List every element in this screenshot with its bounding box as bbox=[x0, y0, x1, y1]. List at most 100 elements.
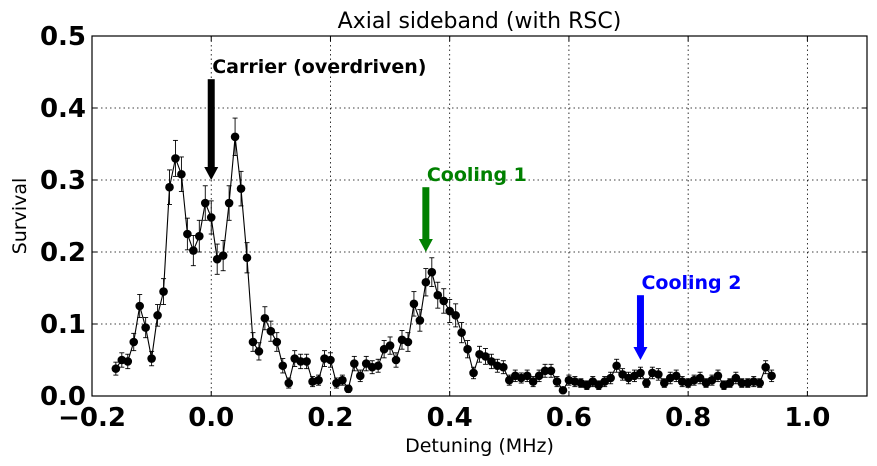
y-tick-label: 0.5 bbox=[40, 22, 86, 52]
annotation-arrow-shaft bbox=[422, 187, 430, 239]
data-point bbox=[737, 378, 747, 388]
data-point bbox=[427, 267, 437, 277]
data-point bbox=[147, 354, 156, 363]
data-point bbox=[278, 361, 288, 371]
data-point bbox=[326, 355, 335, 365]
data-point bbox=[254, 347, 264, 356]
data-point bbox=[165, 182, 174, 192]
data-point bbox=[218, 251, 228, 260]
x-tick-label: −0.2 bbox=[58, 403, 126, 433]
data-point bbox=[141, 323, 150, 332]
data-point bbox=[296, 357, 305, 366]
data-point bbox=[177, 169, 186, 179]
data-point bbox=[260, 313, 270, 323]
annotation-label: Carrier (overdriven) bbox=[212, 56, 426, 78]
data-point bbox=[636, 368, 645, 378]
data-point bbox=[344, 384, 353, 394]
data-point bbox=[761, 362, 770, 372]
data-point bbox=[248, 337, 258, 347]
data-point bbox=[123, 357, 133, 366]
data-point bbox=[206, 213, 216, 222]
x-tick-label: 0.4 bbox=[427, 403, 473, 433]
data-point bbox=[606, 373, 615, 383]
data-point bbox=[433, 290, 443, 300]
data-point bbox=[725, 378, 735, 388]
tick-layer: −0.2 0.0 0.2 0.4 0.6 0.8 1.00.00.10.20.30.40.5 bbox=[40, 22, 867, 433]
data-point bbox=[236, 184, 246, 193]
annotation-arrowhead bbox=[418, 239, 433, 252]
data-point bbox=[111, 364, 121, 373]
data-point bbox=[534, 371, 544, 381]
data-point bbox=[767, 371, 776, 381]
annotation-arrowhead bbox=[204, 167, 219, 180]
data-point bbox=[403, 337, 413, 347]
data-point bbox=[499, 362, 508, 372]
x-tick-label: 0.0 bbox=[188, 403, 234, 433]
data-point bbox=[528, 377, 538, 386]
data-point bbox=[505, 375, 514, 385]
data-point bbox=[660, 378, 669, 388]
data-point bbox=[457, 328, 466, 337]
data-point bbox=[713, 371, 723, 381]
data-point bbox=[200, 198, 210, 208]
data-point bbox=[451, 311, 460, 320]
y-axis-label: Survival bbox=[9, 178, 31, 255]
data-point bbox=[391, 355, 401, 365]
data-point bbox=[153, 311, 162, 320]
annotation-arrow-shaft bbox=[636, 295, 644, 347]
data-point bbox=[171, 154, 180, 163]
data-point bbox=[445, 306, 454, 316]
data-point bbox=[552, 377, 562, 386]
data-point bbox=[338, 375, 347, 385]
x-axis-label: Detuning (MHz) bbox=[405, 435, 554, 457]
data-point bbox=[302, 357, 311, 366]
data-point bbox=[129, 337, 139, 347]
data-point bbox=[242, 253, 252, 263]
y-tick-label: 0.1 bbox=[40, 310, 86, 340]
data-point bbox=[612, 361, 621, 371]
data-point bbox=[755, 378, 764, 388]
annotation-label: Cooling 2 bbox=[641, 272, 741, 294]
chart-title: Axial sideband (with RSC) bbox=[338, 9, 622, 34]
data-point bbox=[224, 198, 234, 208]
data-point bbox=[522, 371, 532, 381]
data-point bbox=[159, 287, 168, 296]
data-point bbox=[195, 231, 204, 241]
data-point bbox=[355, 371, 365, 381]
x-tick-label: 0.8 bbox=[665, 403, 711, 433]
data-point bbox=[314, 375, 323, 385]
data-point bbox=[266, 326, 276, 336]
data-layer bbox=[111, 117, 776, 395]
annotation-label: Cooling 1 bbox=[427, 164, 527, 186]
data-point bbox=[481, 352, 490, 361]
data-point bbox=[189, 246, 198, 255]
x-tick-label: 1.0 bbox=[784, 403, 830, 433]
data-point bbox=[272, 337, 282, 347]
data-point bbox=[409, 299, 419, 309]
annotation-layer: Carrier (overdriven) Cooling 1 Cooling 2 bbox=[204, 56, 742, 360]
y-tick-label: 0.2 bbox=[40, 238, 86, 268]
data-point bbox=[540, 366, 550, 376]
data-point bbox=[439, 296, 449, 306]
annotation-arrow-shaft bbox=[207, 79, 215, 167]
data-point bbox=[385, 341, 395, 350]
data-point bbox=[671, 371, 681, 381]
x-tick-label: 0.2 bbox=[307, 403, 353, 433]
data-point bbox=[695, 373, 705, 383]
y-tick-label: 0.3 bbox=[40, 166, 86, 196]
data-point bbox=[642, 378, 651, 388]
data-point bbox=[284, 378, 294, 388]
data-point bbox=[373, 361, 383, 371]
data-point bbox=[421, 277, 431, 287]
data-point bbox=[463, 344, 472, 354]
data-point bbox=[230, 132, 240, 142]
y-tick-label: 0.4 bbox=[40, 94, 86, 124]
data-point bbox=[546, 366, 556, 376]
data-point bbox=[415, 316, 425, 325]
data-point bbox=[654, 370, 663, 379]
plot-frame bbox=[91, 35, 868, 397]
data-point bbox=[350, 359, 359, 368]
x-tick-label: 0.6 bbox=[546, 403, 592, 433]
data-point bbox=[558, 385, 568, 395]
